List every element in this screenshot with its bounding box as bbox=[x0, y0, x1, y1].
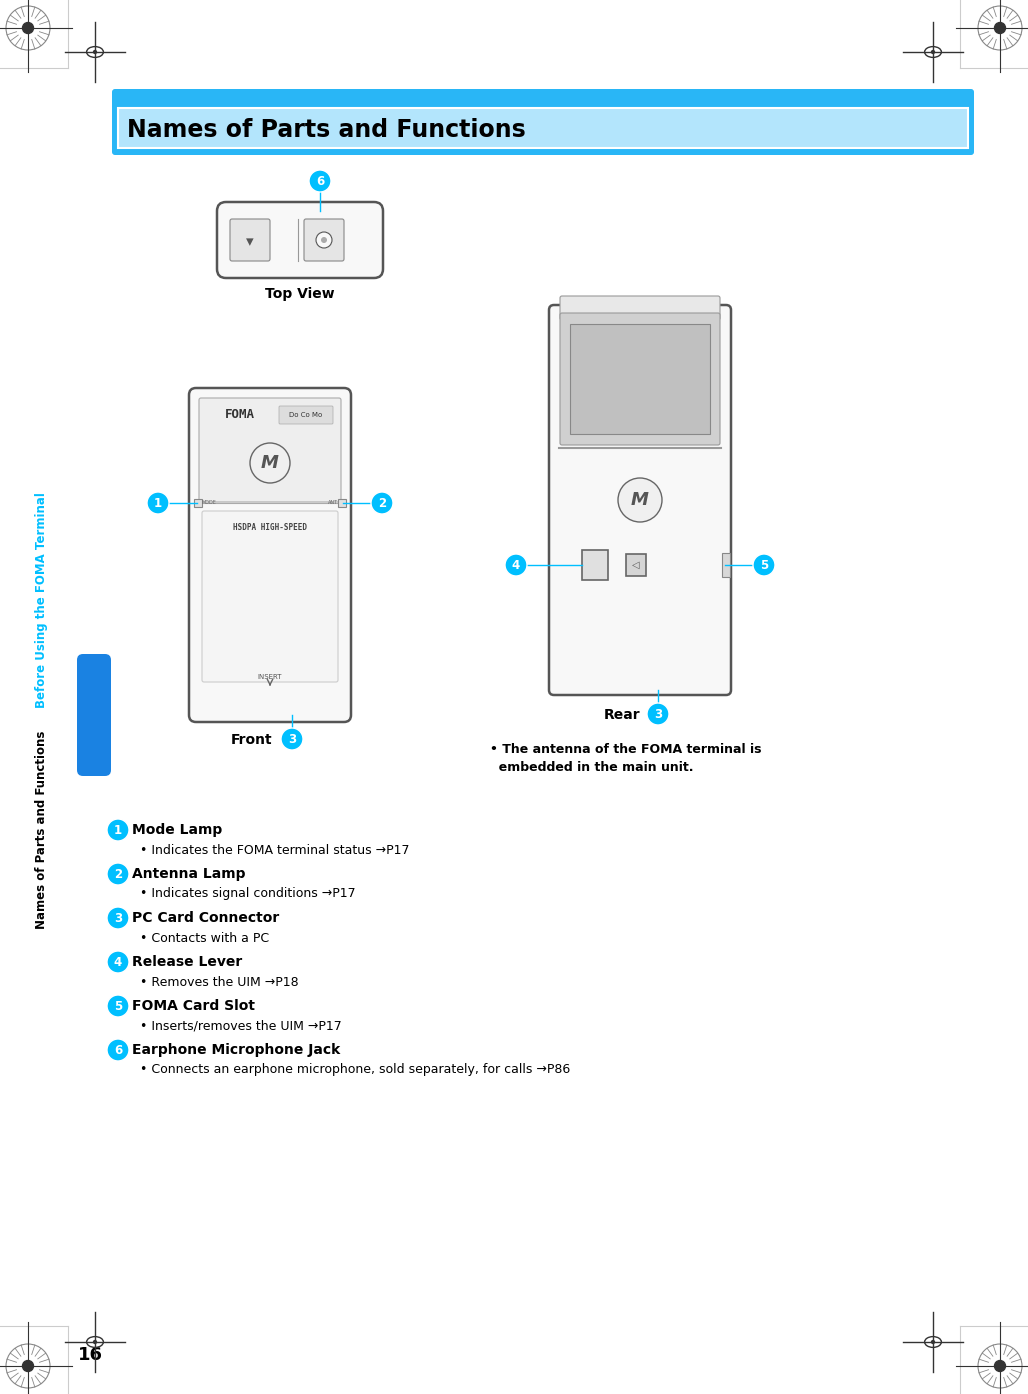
FancyBboxPatch shape bbox=[560, 314, 720, 445]
Circle shape bbox=[994, 1361, 1005, 1372]
FancyBboxPatch shape bbox=[626, 553, 646, 576]
Text: M: M bbox=[261, 454, 279, 473]
FancyBboxPatch shape bbox=[217, 202, 383, 277]
FancyBboxPatch shape bbox=[304, 219, 344, 261]
FancyBboxPatch shape bbox=[189, 388, 351, 722]
Text: • The antenna of the FOMA terminal is: • The antenna of the FOMA terminal is bbox=[490, 743, 762, 756]
Circle shape bbox=[93, 1340, 98, 1344]
Text: 3: 3 bbox=[288, 733, 296, 746]
FancyBboxPatch shape bbox=[279, 406, 333, 424]
Circle shape bbox=[752, 553, 775, 576]
FancyBboxPatch shape bbox=[118, 107, 968, 148]
Text: ◁: ◁ bbox=[632, 560, 639, 570]
Text: 16: 16 bbox=[77, 1347, 103, 1363]
Text: Earphone Microphone Jack: Earphone Microphone Jack bbox=[132, 1043, 340, 1057]
Text: • Indicates the FOMA terminal status →P17: • Indicates the FOMA terminal status →P1… bbox=[140, 843, 409, 856]
Circle shape bbox=[107, 820, 128, 841]
Text: M: M bbox=[631, 491, 649, 509]
Text: Front: Front bbox=[231, 733, 272, 747]
Circle shape bbox=[930, 1340, 935, 1344]
Circle shape bbox=[281, 728, 303, 750]
Circle shape bbox=[107, 995, 128, 1018]
Text: Release Lever: Release Lever bbox=[132, 955, 243, 969]
Circle shape bbox=[371, 492, 393, 514]
Text: 5: 5 bbox=[114, 999, 122, 1013]
Text: INSERT: INSERT bbox=[258, 675, 283, 680]
Text: Names of Parts and Functions: Names of Parts and Functions bbox=[127, 118, 525, 142]
Text: 3: 3 bbox=[114, 912, 122, 926]
FancyBboxPatch shape bbox=[194, 499, 201, 507]
Circle shape bbox=[309, 170, 331, 192]
Text: Rear: Rear bbox=[603, 708, 640, 722]
Text: Names of Parts and Functions: Names of Parts and Functions bbox=[36, 730, 48, 930]
Text: PC Card Connector: PC Card Connector bbox=[132, 912, 280, 926]
Text: • Contacts with a PC: • Contacts with a PC bbox=[140, 931, 269, 945]
Text: • Indicates signal conditions →P17: • Indicates signal conditions →P17 bbox=[140, 888, 356, 901]
Text: 4: 4 bbox=[512, 559, 520, 572]
Circle shape bbox=[107, 1039, 128, 1061]
Circle shape bbox=[321, 237, 327, 243]
Text: 6: 6 bbox=[114, 1044, 122, 1057]
Text: ANT: ANT bbox=[328, 500, 338, 506]
Text: 3: 3 bbox=[654, 708, 662, 721]
FancyBboxPatch shape bbox=[112, 89, 974, 155]
Text: Do Co Mo: Do Co Mo bbox=[289, 413, 323, 418]
Circle shape bbox=[618, 478, 662, 521]
Text: FOMA: FOMA bbox=[225, 408, 255, 421]
Text: 4: 4 bbox=[114, 956, 122, 969]
Text: • Removes the UIM →P18: • Removes the UIM →P18 bbox=[140, 976, 298, 988]
FancyBboxPatch shape bbox=[549, 305, 731, 696]
Circle shape bbox=[23, 1361, 34, 1372]
FancyBboxPatch shape bbox=[560, 296, 720, 321]
Text: 6: 6 bbox=[316, 176, 324, 188]
Text: • Inserts/removes the UIM →P17: • Inserts/removes the UIM →P17 bbox=[140, 1019, 341, 1033]
FancyBboxPatch shape bbox=[722, 553, 730, 577]
Circle shape bbox=[93, 50, 98, 54]
Text: Before Using the FOMA Terminal: Before Using the FOMA Terminal bbox=[36, 492, 48, 708]
Text: Mode Lamp: Mode Lamp bbox=[132, 822, 222, 836]
FancyBboxPatch shape bbox=[582, 551, 608, 580]
Text: Antenna Lamp: Antenna Lamp bbox=[132, 867, 246, 881]
FancyBboxPatch shape bbox=[201, 512, 338, 682]
Text: 1: 1 bbox=[114, 824, 122, 836]
Circle shape bbox=[107, 863, 128, 885]
FancyBboxPatch shape bbox=[230, 219, 270, 261]
Text: 1: 1 bbox=[154, 498, 162, 510]
Circle shape bbox=[107, 951, 128, 973]
FancyBboxPatch shape bbox=[199, 399, 341, 502]
Circle shape bbox=[647, 703, 669, 725]
Text: FOMA Card Slot: FOMA Card Slot bbox=[132, 999, 255, 1013]
Text: MODE: MODE bbox=[201, 500, 217, 506]
FancyBboxPatch shape bbox=[338, 499, 346, 507]
FancyBboxPatch shape bbox=[570, 323, 710, 434]
FancyBboxPatch shape bbox=[77, 654, 111, 776]
Circle shape bbox=[147, 492, 169, 514]
Text: Top View: Top View bbox=[265, 287, 335, 301]
Circle shape bbox=[107, 907, 128, 928]
Text: ▾: ▾ bbox=[246, 234, 254, 250]
Text: 2: 2 bbox=[114, 868, 122, 881]
Text: 2: 2 bbox=[378, 498, 387, 510]
Text: embedded in the main unit.: embedded in the main unit. bbox=[490, 761, 694, 774]
Text: • Connects an earphone microphone, sold separately, for calls →P86: • Connects an earphone microphone, sold … bbox=[140, 1064, 571, 1076]
Text: HSDPA HIGH-SPEED: HSDPA HIGH-SPEED bbox=[233, 524, 307, 533]
Circle shape bbox=[316, 231, 332, 248]
Circle shape bbox=[930, 50, 935, 54]
Circle shape bbox=[505, 553, 527, 576]
Circle shape bbox=[23, 22, 34, 33]
Circle shape bbox=[250, 443, 290, 482]
Text: 5: 5 bbox=[760, 559, 768, 572]
Circle shape bbox=[994, 22, 1005, 33]
